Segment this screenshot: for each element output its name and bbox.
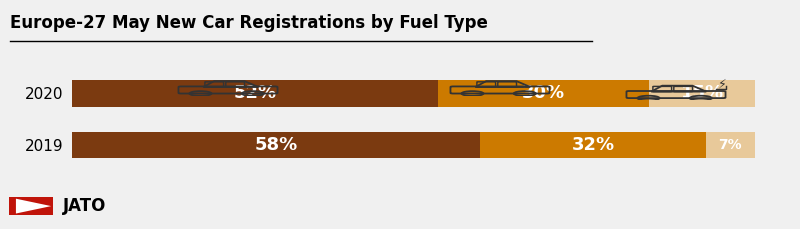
Text: 7%: 7% bbox=[718, 138, 742, 152]
Bar bbox=[72, 80, 438, 107]
Bar bbox=[438, 80, 650, 107]
Text: 30%: 30% bbox=[522, 84, 566, 102]
Text: 15%: 15% bbox=[681, 84, 724, 102]
Text: 58%: 58% bbox=[254, 136, 298, 154]
Bar bbox=[650, 80, 755, 107]
Text: JATO: JATO bbox=[62, 197, 106, 215]
Bar bbox=[480, 131, 706, 158]
Text: 32%: 32% bbox=[571, 136, 614, 154]
Text: Europe-27 May New Car Registrations by Fuel Type: Europe-27 May New Car Registrations by F… bbox=[10, 14, 487, 32]
Text: ⚡: ⚡ bbox=[718, 78, 727, 91]
Polygon shape bbox=[16, 199, 51, 213]
FancyBboxPatch shape bbox=[10, 197, 53, 215]
Bar bbox=[72, 131, 480, 158]
Bar bbox=[706, 131, 755, 158]
Text: 52%: 52% bbox=[234, 84, 277, 102]
